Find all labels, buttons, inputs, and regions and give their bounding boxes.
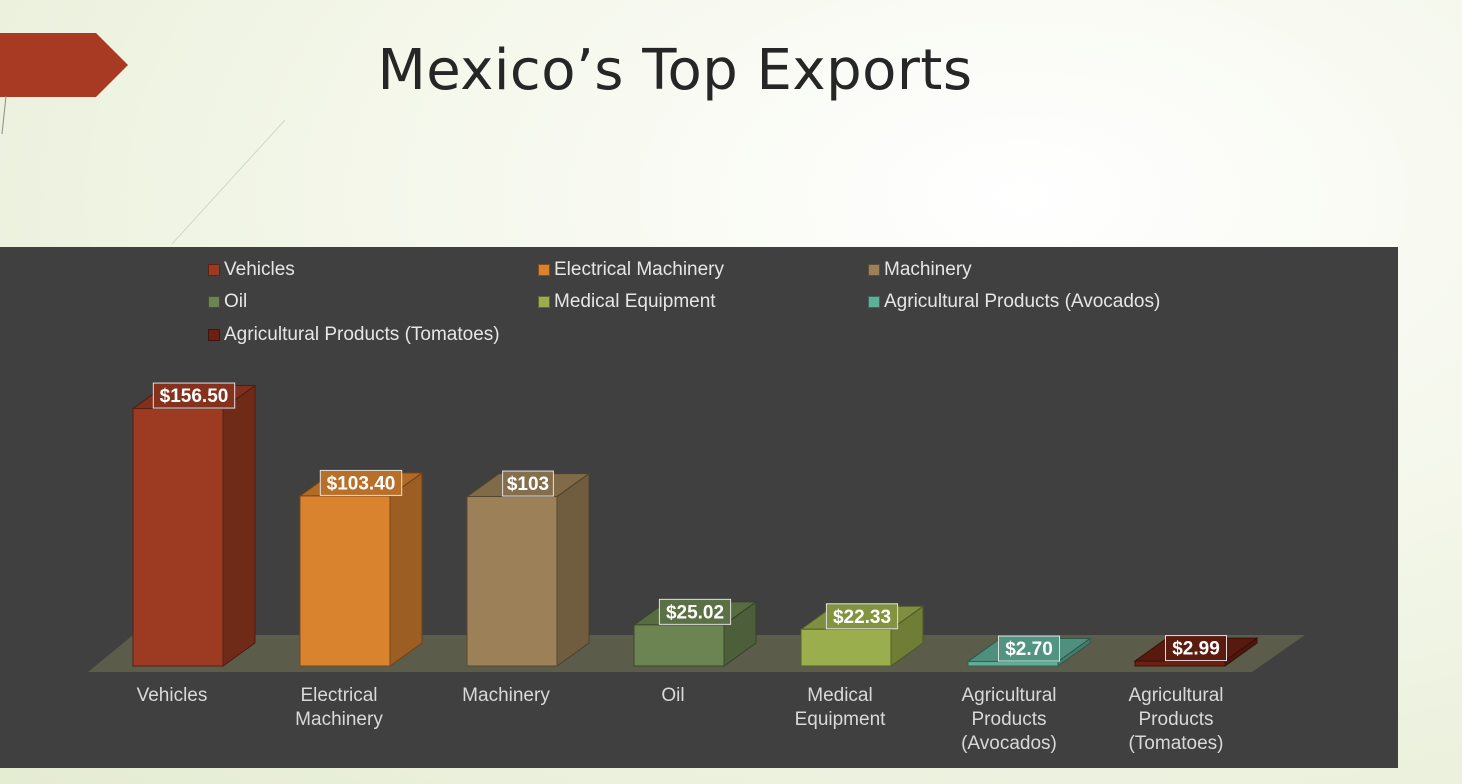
bar-front	[967, 661, 1059, 667]
legend-item-electrical-machinery: Electrical Machinery	[538, 259, 724, 281]
data-label: $103.40	[327, 473, 396, 494]
data-label: $2.99	[1172, 639, 1220, 660]
category-label: Products	[1139, 709, 1214, 730]
bar-front	[466, 496, 558, 667]
legend-swatch	[208, 264, 220, 276]
legend-item-agricultural-products-tomatoes: Agricultural Products (Tomatoes)	[208, 324, 500, 346]
legend-item-oil: Oil	[208, 291, 247, 313]
decorative-arrow-tab	[0, 33, 128, 97]
data-label: $25.02	[666, 602, 724, 623]
bar-front	[132, 408, 224, 667]
legend-label: Electrical Machinery	[554, 259, 724, 280]
category-label: Products	[972, 709, 1047, 730]
category-label: Electrical	[300, 685, 377, 706]
bar-front	[633, 624, 725, 667]
legend-item-machinery: Machinery	[868, 259, 972, 281]
chart-panel: Vehicles Electrical Machinery Machinery Oil…	[0, 247, 1398, 768]
legend-swatch	[208, 329, 220, 341]
category-label: Vehicles	[137, 685, 208, 706]
legend-label: Vehicles	[224, 259, 295, 280]
legend-label: Oil	[224, 291, 248, 312]
data-label: $156.50	[160, 386, 229, 407]
bar-side	[389, 471, 423, 667]
legend-label: Medical Equipment	[554, 291, 716, 312]
category-label: Oil	[661, 685, 684, 706]
bar-side	[222, 384, 256, 667]
data-label-box	[1165, 635, 1227, 662]
legend-label: Agricultural Products (Avocados)	[884, 291, 1161, 312]
legend-swatch	[868, 264, 880, 276]
category-label: (Tomatoes)	[1128, 733, 1223, 754]
data-label-box	[502, 470, 554, 497]
bar-front	[1134, 660, 1226, 667]
legend-item-vehicles: Vehicles	[208, 259, 295, 281]
legend-item-agricultural-products-avocados: Agricultural Products (Avocados)	[868, 291, 1160, 313]
data-label-box	[319, 469, 403, 496]
data-label-box	[998, 635, 1060, 662]
category-label: Agricultural	[961, 685, 1056, 706]
legend-swatch	[538, 264, 550, 276]
data-label: $103	[507, 474, 549, 495]
page-title: Mexico’s Top Exports	[377, 38, 973, 103]
data-label-box	[825, 603, 899, 630]
legend-swatch	[208, 296, 220, 308]
category-label: Machinery	[462, 685, 550, 706]
legend-label: Machinery	[884, 259, 972, 280]
category-label: Agricultural	[1128, 685, 1223, 706]
data-label: $2.70	[1005, 639, 1053, 660]
legend-item-medical-equipment: Medical Equipment	[538, 291, 716, 313]
bar-side	[556, 472, 590, 667]
data-label: $22.33	[833, 607, 891, 628]
chart-plot: $156.50 Vehicles $103.40 Electrical Machiner…	[88, 382, 1305, 754]
bar-vehicles	[131, 384, 257, 667]
legend-swatch	[868, 296, 880, 308]
legend-swatch	[538, 296, 550, 308]
data-label-box	[152, 382, 236, 409]
category-label: Machinery	[295, 709, 383, 730]
bar-front	[299, 495, 391, 667]
category-label: Equipment	[795, 709, 887, 730]
bar-electrical-machinery	[298, 471, 424, 667]
category-label: (Avocados)	[961, 733, 1057, 754]
category-label: Medical	[807, 685, 872, 706]
data-label-box	[658, 598, 732, 625]
chart-legend: Vehicles Electrical Machinery Machinery Oil…	[0, 247, 1398, 357]
legend-label: Agricultural Products (Tomatoes)	[224, 324, 500, 345]
bar-front	[800, 628, 892, 667]
decorative-lines	[1, 95, 286, 245]
bar-machinery	[465, 472, 591, 667]
